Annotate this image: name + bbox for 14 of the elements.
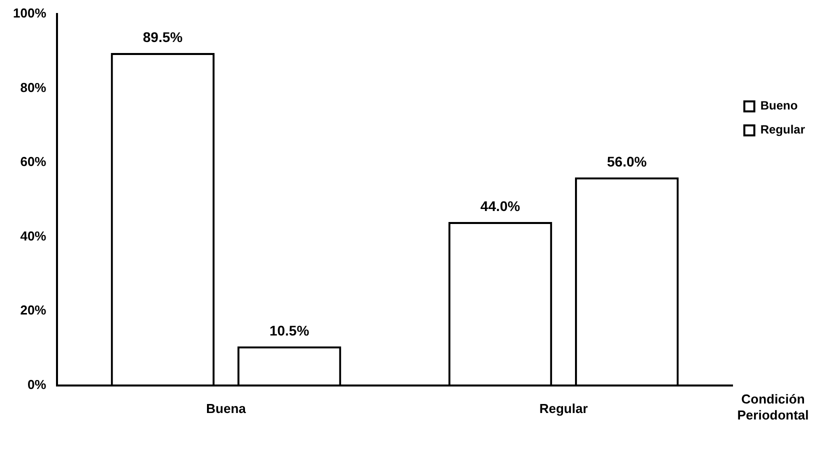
x-axis-title: Condición Periodontal bbox=[737, 391, 809, 422]
y-tick-label: 40% bbox=[20, 228, 47, 244]
y-tick-label: 20% bbox=[20, 302, 47, 318]
y-tick-label: 100% bbox=[13, 6, 47, 21]
x-tick-label: Buena bbox=[206, 400, 247, 416]
y-tick-label: 80% bbox=[20, 80, 47, 95]
data-label: 56.0% bbox=[606, 153, 648, 170]
y-tick-label: 0% bbox=[27, 376, 47, 392]
data-label: 89.5% bbox=[142, 28, 184, 45]
legend-label: Bueno bbox=[760, 98, 798, 113]
legend-label: Regular bbox=[760, 122, 806, 137]
data-label: 10.5% bbox=[269, 322, 310, 338]
data-label: 44.0% bbox=[480, 198, 521, 214]
y-tick-label: 60% bbox=[20, 154, 47, 170]
